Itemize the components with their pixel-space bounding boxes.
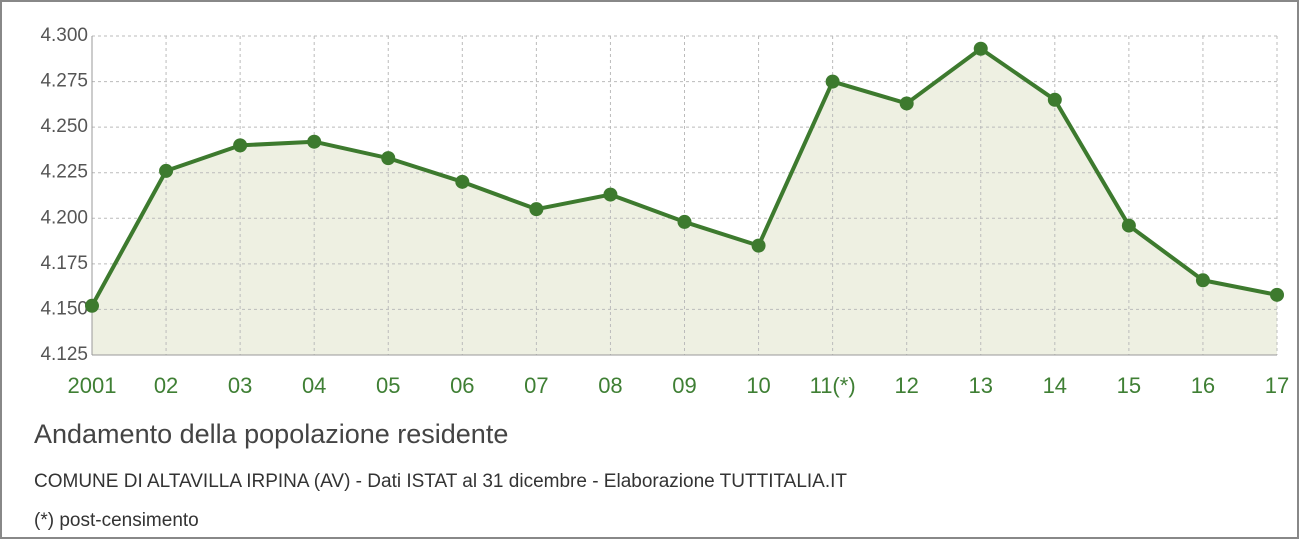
point [307,134,322,149]
y-tick-label: 4.125 [40,344,88,365]
x-tick-label: 16 [1191,373,1215,398]
x-tick-label: 06 [450,373,474,398]
point [1047,92,1062,107]
x-tick-label: 03 [228,373,252,398]
point [899,96,914,111]
y-tick-label: 4.225 [40,162,88,183]
x-tick-label: 14 [1043,373,1067,398]
x-tick-label: 09 [672,373,696,398]
x-tick-label: 10 [746,373,770,398]
point [455,174,470,189]
point [1270,287,1284,302]
point [1121,218,1136,233]
x-tick-label: 08 [598,373,622,398]
x-tick-label: 2001 [68,373,117,398]
point [381,151,396,166]
chart-title: Andamento della popolazione residente [34,419,508,449]
x-tick-label: 13 [969,373,993,398]
y-tick-label: 4.275 [40,71,88,92]
point [751,238,766,253]
point [159,163,174,178]
x-tick-label: 17 [1265,373,1289,398]
x-tick-label: 12 [894,373,918,398]
x-tick-label: 07 [524,373,548,398]
x-tick-label: 15 [1117,373,1141,398]
point [825,74,840,89]
point [85,298,99,313]
point [677,214,692,229]
point [529,202,544,217]
point [233,138,248,153]
x-tick-label: 04 [302,373,326,398]
y-tick-label: 4.250 [40,116,88,137]
x-tick-label: 02 [154,373,178,398]
y-tick-label: 4.200 [40,207,88,228]
x-tick-label: 05 [376,373,400,398]
point [1195,273,1210,288]
y-tick-label: 4.300 [40,25,88,46]
point [973,41,988,56]
footnote: (*) post-censimento [34,510,199,531]
y-tick-label: 4.150 [40,298,88,319]
x-tick-label: 11(*) [810,373,856,398]
chart-subtitle: COMUNE DI ALTAVILLA IRPINA (AV) - Dati I… [34,471,847,492]
point [603,187,618,202]
y-tick-label: 4.175 [40,253,88,274]
